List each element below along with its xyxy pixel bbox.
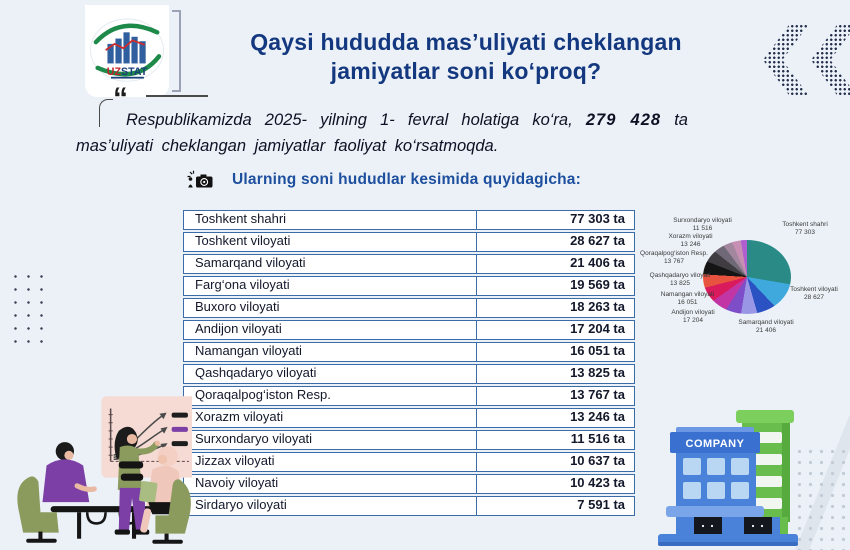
region-value: 13 246 ta	[476, 409, 634, 427]
svg-text:UZSTAT: UZSTAT	[107, 66, 148, 78]
pie-callout: Qoraqalpog‘iston Resp. 13 767	[620, 250, 728, 266]
region-value: 7 591 ta	[476, 497, 634, 515]
callout-name: Namangan viloyati	[660, 291, 715, 298]
region-name: Navoiy viloyati	[195, 475, 279, 490]
camera-icon	[187, 170, 213, 188]
page-title-line1: Qaysi hududda mas’uliyati cheklangan	[250, 29, 682, 55]
meeting-illustration	[17, 396, 192, 544]
callout-value: 13 767	[664, 258, 684, 265]
region-value: 19 569 ta	[476, 277, 634, 295]
table-row: Toshkent viloyati 28 627 ta	[183, 232, 635, 252]
quote-rule	[146, 95, 208, 97]
region-value: 17 204 ta	[476, 321, 634, 339]
callout-value: 77 303	[795, 229, 815, 236]
table-row: Qoraqalpog‘iston Resp. 13 767 ta	[183, 386, 635, 406]
table-row: Qashqadaryo viloyati 13 825 ta	[183, 364, 635, 384]
callout-value: 13 825	[670, 280, 690, 287]
table-row: Xorazm viloyati 13 246 ta	[183, 408, 635, 428]
subtitle-row: Ularning soni hududlar kesimida quyidagi…	[186, 170, 581, 189]
region-value: 21 406 ta	[476, 255, 634, 273]
page-title: Qaysi hududda mas’uliyati cheklangan jam…	[192, 28, 740, 86]
region-name: Jizzax viloyati	[195, 453, 275, 468]
table-row: Farg‘ona viloyati 19 569 ta	[183, 276, 635, 296]
pie-callout: Samarqand viloyati 21 406	[716, 319, 816, 335]
table-row: Surxondaryo viloyati 11 516 ta	[183, 430, 635, 450]
table-row: Namangan viloyati 16 051 ta	[183, 342, 635, 362]
region-name: Toshkent shahri	[195, 211, 287, 226]
quote-bracket	[99, 99, 113, 127]
region-name: Andijon viloyati	[195, 321, 282, 336]
intro-paragraph: Respublikamizda 2025- yilning 1- fevral …	[76, 107, 688, 159]
logo-bracket-line	[172, 10, 181, 92]
logo-text-stat: STAT	[121, 66, 148, 78]
region-name: Xorazm viloyati	[195, 409, 284, 424]
callout-value: 11 516	[692, 225, 713, 232]
chevron-left-icon	[811, 24, 850, 96]
dot-grid-left	[9, 270, 49, 346]
quote-icon: “	[113, 82, 128, 115]
pie-callout: Toshkent viloyati 28 627	[775, 286, 850, 302]
logo-text-uz: UZ	[107, 66, 122, 78]
region-name: Surxondaryo viloyati	[195, 431, 313, 446]
intro-total-count: 279 428	[585, 111, 662, 129]
company-building-illustration: COMPANY	[658, 410, 798, 546]
callout-name: Qoraqalpog‘iston Resp.	[640, 250, 708, 257]
dot-grid-right	[794, 446, 850, 550]
pie-callout: Toshkent shahri 77 303	[762, 221, 848, 237]
region-value: 13 825 ta	[476, 365, 634, 383]
callout-name: Samarqand viloyati	[738, 319, 794, 326]
region-value: 28 627 ta	[476, 233, 634, 251]
callout-value: 13 246	[680, 241, 701, 248]
region-value: 10 637 ta	[476, 453, 634, 471]
chevron-left-icon	[763, 24, 809, 96]
region-name: Samarqand viloyati	[195, 255, 306, 270]
pie-callout: Qashqadaryo viloyati 13 825	[630, 272, 730, 288]
region-value: 16 051 ta	[476, 343, 634, 361]
callout-value: 28 627	[804, 294, 824, 301]
intro-post: ta mas’uliyati cheklangan jamiyatlar fao…	[76, 111, 688, 155]
table-row: Andijon viloyati 17 204 ta	[183, 320, 635, 340]
regions-pie-chart	[703, 240, 791, 314]
callout-value: 17 204	[683, 317, 703, 324]
region-name: Sirdaryo viloyati	[195, 497, 287, 512]
pie-callout: Xorazm viloyati 13 246	[643, 233, 738, 249]
region-name: Buxoro viloyati	[195, 299, 280, 314]
table-row: Navoiy viloyati 10 423 ta	[183, 474, 635, 494]
region-name: Toshkent viloyati	[195, 233, 291, 248]
callout-name: Andijon viloyati	[671, 309, 715, 316]
region-name: Qoraqalpog‘iston Resp.	[195, 387, 331, 402]
table-row: Samarqand viloyati 21 406 ta	[183, 254, 635, 274]
intro-pre: Respublikamizda 2025- yilning 1- fevral …	[126, 111, 573, 129]
table-row: Jizzax viloyati 10 637 ta	[183, 452, 635, 472]
regions-table: Toshkent shahri 77 303 ta Toshkent viloyat…	[183, 210, 635, 518]
company-sign-label: COMPANY	[686, 438, 745, 450]
region-name: Namangan viloyati	[195, 343, 302, 358]
pie-callout: Andijon viloyati 17 204	[648, 309, 738, 325]
page-title-line2: jamiyatlar soni ko‘proq?	[330, 58, 602, 84]
pie-callout: Surxondaryo viloyati 11 516	[650, 217, 755, 233]
uzstat-logo-card: UZSTAT	[85, 5, 169, 97]
region-value: 18 263 ta	[476, 299, 634, 317]
table-row: Sirdaryo viloyati 7 591 ta	[183, 496, 635, 516]
table-row: Buxoro viloyati 18 263 ta	[183, 298, 635, 318]
table-row: Toshkent shahri 77 303 ta	[183, 210, 635, 230]
region-value: 77 303 ta	[476, 211, 634, 229]
callout-name: Xorazm viloyati	[668, 233, 713, 240]
region-name: Qashqadaryo viloyati	[195, 365, 317, 380]
region-name: Farg‘ona viloyati	[195, 277, 290, 292]
section-subtitle: Ularning soni hududlar kesimida quyidagi…	[232, 170, 581, 188]
callout-name: Qashqadaryo viloyati	[649, 272, 711, 279]
uzstat-logo-icon: UZSTAT	[90, 18, 164, 82]
callout-name: Toshkent shahri	[782, 221, 828, 228]
region-value: 10 423 ta	[476, 475, 634, 493]
callout-value: 16 051	[677, 299, 698, 306]
region-value: 11 516 ta	[476, 431, 634, 449]
region-value: 13 767 ta	[476, 387, 634, 405]
callout-value: 21 406	[756, 327, 776, 334]
pie-callout: Namangan viloyati 16 051	[640, 291, 735, 307]
callout-name: Surxondaryo viloyati	[673, 217, 732, 224]
callout-name: Toshkent viloyati	[790, 286, 838, 293]
